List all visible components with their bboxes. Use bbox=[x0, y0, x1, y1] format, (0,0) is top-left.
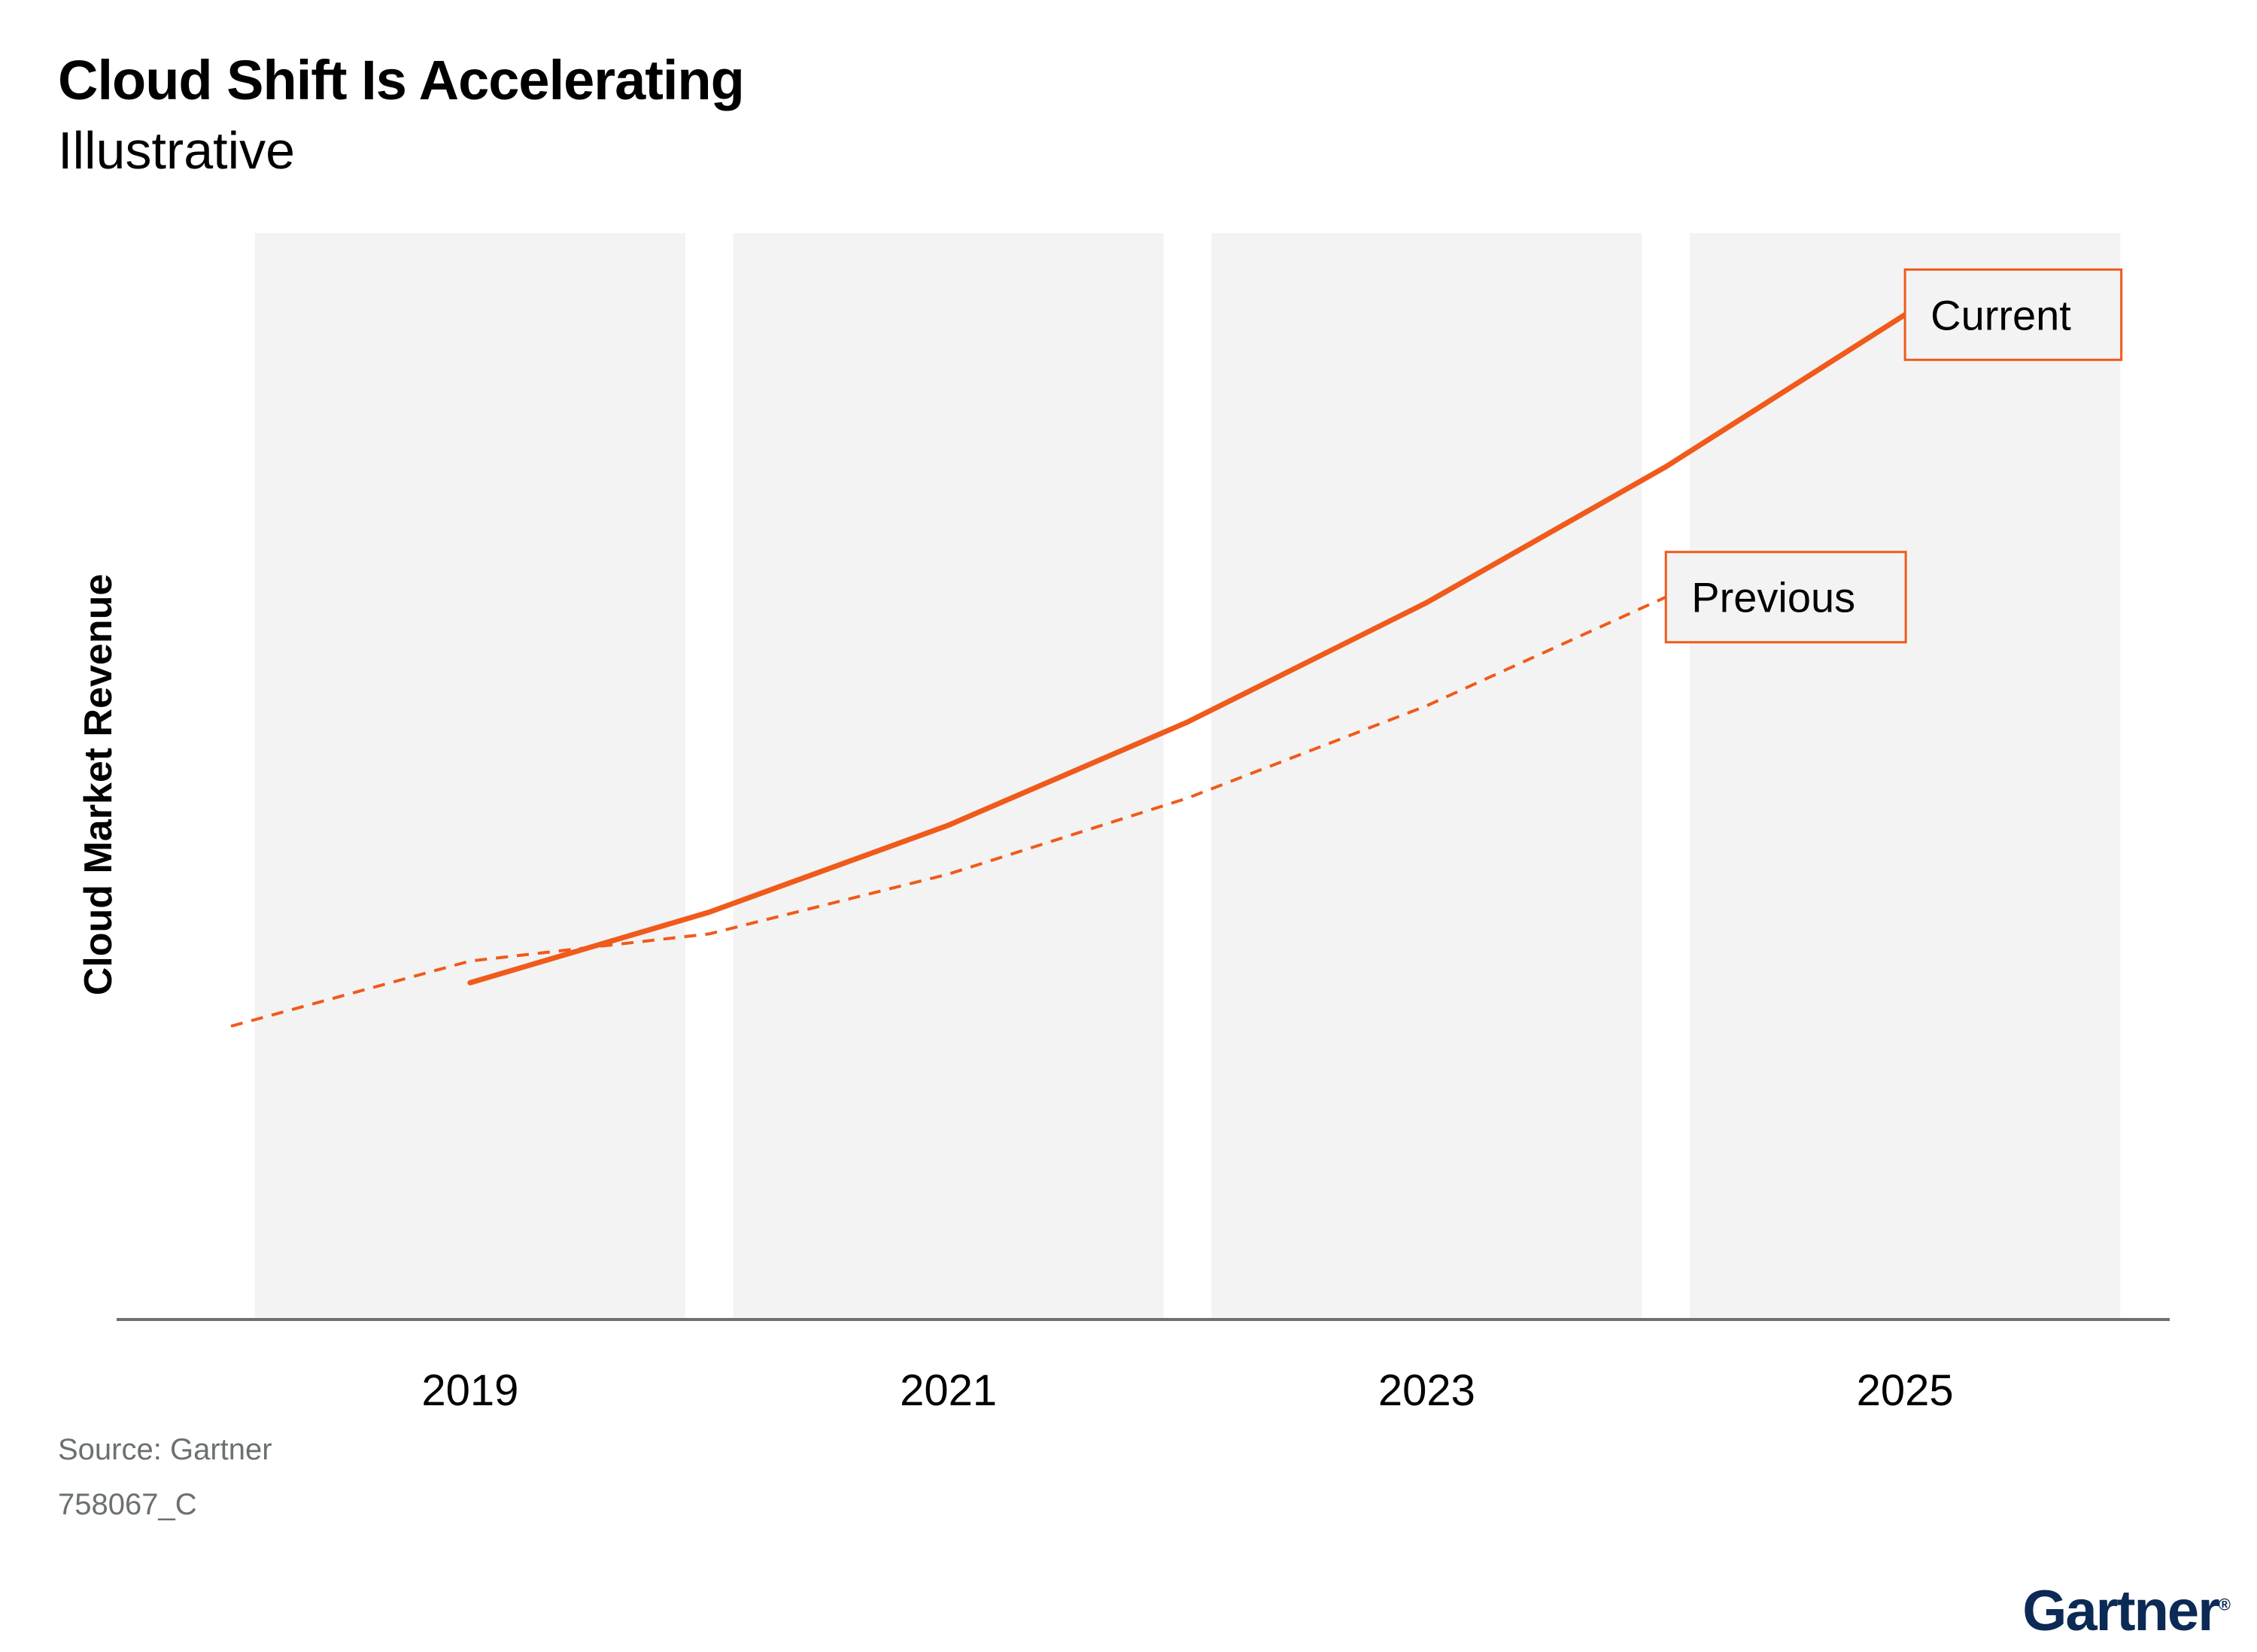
series-labels: Current Previous bbox=[1664, 268, 2123, 644]
y-axis-label: Cloud Market Revenue bbox=[77, 574, 120, 996]
document-id: 758067_C bbox=[58, 1488, 197, 1521]
registered-mark: ® bbox=[2218, 1595, 2231, 1614]
x-tick-label: 2021 bbox=[900, 1366, 997, 1415]
series-lines bbox=[230, 311, 1908, 1028]
x-tick-label: 2023 bbox=[1378, 1366, 1475, 1415]
x-tick-labels: 2019 2021 2023 2025 bbox=[421, 1366, 1953, 1415]
source-note: Source: Gartner bbox=[58, 1433, 272, 1466]
year-bands bbox=[254, 233, 2121, 1319]
x-tick-label: 2019 bbox=[421, 1366, 518, 1415]
x-tick-label: 2025 bbox=[1857, 1366, 1954, 1415]
year-band bbox=[1211, 233, 1642, 1319]
series-label-text: Current bbox=[1930, 291, 2071, 339]
series-label-text: Previous bbox=[1691, 574, 1855, 621]
logo-text: Gartner bbox=[2022, 1579, 2220, 1643]
year-band bbox=[733, 233, 1164, 1319]
series-label-box bbox=[1664, 551, 1907, 644]
series-label-current: Current bbox=[1903, 268, 2123, 361]
series-label-previous: Previous bbox=[1664, 551, 1907, 644]
series-label-box bbox=[1903, 268, 2123, 361]
gartner-logo: Gartner® bbox=[2022, 1578, 2231, 1644]
chart-title: Cloud Shift Is Accelerating bbox=[58, 49, 745, 111]
series-line-current bbox=[467, 311, 1908, 985]
year-band bbox=[254, 233, 685, 1319]
year-band bbox=[1690, 233, 2121, 1319]
chart-subtitle: Illustrative bbox=[58, 121, 296, 180]
